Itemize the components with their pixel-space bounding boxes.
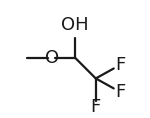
Text: F: F [115, 83, 125, 101]
Text: F: F [115, 56, 125, 74]
Text: F: F [91, 98, 101, 116]
Text: OH: OH [61, 16, 89, 34]
Text: O: O [45, 49, 59, 67]
